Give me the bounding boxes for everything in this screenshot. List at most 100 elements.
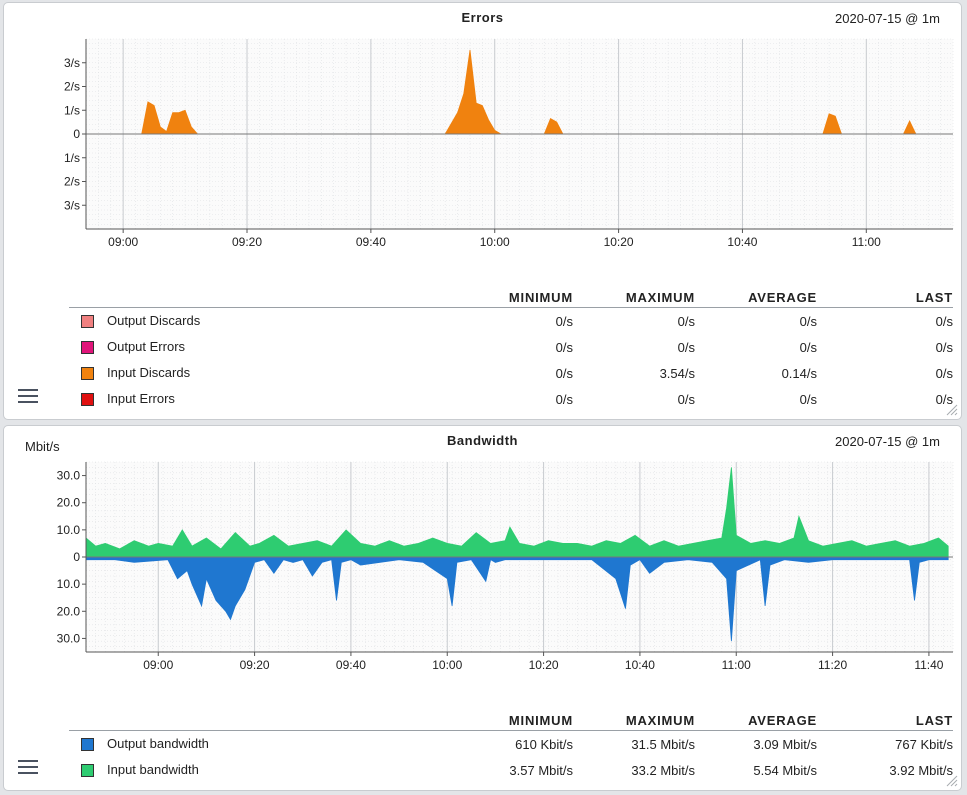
legend-max: 3.54/s <box>659 365 695 381</box>
legend-last: 3.92 Mbit/s <box>889 762 953 778</box>
resize-handle-icon[interactable] <box>946 404 958 416</box>
y-tick-label: 0 <box>73 127 80 141</box>
y-tick-label: 1/s <box>64 151 80 165</box>
y-tick-label: 20.0 <box>57 604 81 618</box>
x-tick-label: 09:00 <box>143 658 173 672</box>
legend-swatch <box>81 366 94 380</box>
bandwidth-date: 2020-07-15 @ 1m <box>835 434 940 449</box>
legend-min: 0/s <box>555 313 573 329</box>
legend-max: 0/s <box>677 313 695 329</box>
bandwidth-chart: 09:00 09:20 09:40 10:00 10:20 10:40 11:00 11:20… <box>57 461 954 672</box>
col-average: AVERAGE <box>695 287 817 308</box>
hamburger-menu-icon[interactable] <box>18 389 38 404</box>
legend-swatch <box>81 737 94 751</box>
resize-handle-icon[interactable] <box>946 775 958 787</box>
x-tick-label: 09:40 <box>356 235 386 249</box>
hamburger-menu-icon[interactable] <box>18 760 38 775</box>
legend-series-name: Input bandwidth <box>107 762 199 778</box>
col-maximum: MAXIMUM <box>573 710 695 731</box>
legend-min: 0/s <box>555 339 573 355</box>
legend-series-name: Output Errors <box>107 339 186 355</box>
errors-legend-header: MINIMUM MAXIMUM AVERAGE LAST <box>69 287 953 308</box>
x-tick-label: 10:00 <box>432 658 462 672</box>
legend-avg: 3.09 Mbit/s <box>753 736 817 752</box>
y-tick-label: 0 <box>73 550 80 564</box>
x-tick-label: 11:20 <box>818 658 847 672</box>
y-tick-label: 30.0 <box>57 469 81 483</box>
x-tick-label: 09:40 <box>336 658 366 672</box>
legend-swatch <box>81 340 94 354</box>
legend-last: 0/s <box>935 339 953 355</box>
legend-max: 0/s <box>677 391 695 407</box>
x-tick-label: 11:00 <box>722 658 751 672</box>
legend-row-output-errors[interactable]: Output Errors 0/s 0/s 0/s 0/s <box>69 334 953 360</box>
series-area-input-discards <box>141 49 917 135</box>
legend-row-input-errors[interactable]: Input Errors 0/s 0/s 0/s 0/s <box>69 386 953 412</box>
x-tick-label: 09:00 <box>108 235 138 249</box>
col-average: AVERAGE <box>695 710 817 731</box>
x-tick-label: 10:40 <box>727 235 757 249</box>
x-tick-label: 10:40 <box>625 658 655 672</box>
y-tick-label: 10.0 <box>57 577 81 591</box>
y-tick-label: 10.0 <box>57 523 81 537</box>
legend-series-name: Input Discards <box>107 365 191 381</box>
x-tick-label: 10:20 <box>529 658 559 672</box>
col-last: LAST <box>817 287 953 308</box>
bandwidth-legend: MINIMUM MAXIMUM AVERAGE LAST Output band… <box>69 710 953 783</box>
legend-row-input-bandwidth[interactable]: Input bandwidth 3.57 Mbit/s 33.2 Mbit/s … <box>69 757 953 783</box>
legend-min: 0/s <box>555 391 573 407</box>
minor-grid <box>85 38 954 230</box>
y-tick-label: 3/s <box>64 198 80 212</box>
errors-date: 2020-07-15 @ 1m <box>835 11 940 26</box>
series-area-input-bandwidth <box>85 467 949 558</box>
col-minimum: MINIMUM <box>457 287 573 308</box>
col-last: LAST <box>817 710 953 731</box>
legend-series-name: Input Errors <box>107 391 175 407</box>
errors-legend: MINIMUM MAXIMUM AVERAGE LAST Output Disc… <box>69 287 953 412</box>
legend-avg: 0.14/s <box>781 365 817 381</box>
legend-avg: 5.54 Mbit/s <box>753 762 817 778</box>
x-tick-label: 11:00 <box>852 235 881 249</box>
legend-row-output-discards[interactable]: Output Discards 0/s 0/s 0/s 0/s <box>69 308 953 335</box>
legend-series-name: Output Discards <box>107 313 201 329</box>
y-tick-label: 3/s <box>64 56 80 70</box>
series-area-output-bandwidth <box>85 556 949 642</box>
legend-last: 0/s <box>935 391 953 407</box>
legend-last: 0/s <box>935 313 953 329</box>
y-tick-label: 20.0 <box>57 496 81 510</box>
legend-swatch <box>81 763 94 777</box>
bandwidth-panel: Bandwidth 2020-07-15 @ 1m Mbit/s 09:00 09… <box>3 425 962 791</box>
bandwidth-title: Bandwidth <box>447 433 518 448</box>
legend-min: 610 Kbit/s <box>515 736 573 752</box>
legend-swatch <box>81 392 94 406</box>
legend-row-output-bandwidth[interactable]: Output bandwidth 610 Kbit/s 31.5 Mbit/s … <box>69 731 953 758</box>
bandwidth-unit-label: Mbit/s <box>25 439 60 454</box>
legend-min: 0/s <box>555 365 573 381</box>
y-tick-label: 2/s <box>64 80 80 94</box>
x-tick-label: 11:40 <box>914 658 943 672</box>
legend-avg: 0/s <box>799 339 817 355</box>
errors-chart: 09:00 09:20 09:40 10:00 10:20 10:40 11:00 3/s 2/… <box>64 38 954 249</box>
y-tick-label: 30.0 <box>57 631 81 645</box>
legend-last: 767 Kbit/s <box>895 736 953 752</box>
legend-avg: 0/s <box>799 313 817 329</box>
legend-last: 0/s <box>935 365 953 381</box>
col-maximum: MAXIMUM <box>573 287 695 308</box>
x-tick-label: 09:20 <box>240 658 270 672</box>
legend-max: 33.2 Mbit/s <box>631 762 695 778</box>
errors-panel: Errors 2020-07-15 @ 1m 09:00 09:20 09:40 10… <box>3 2 962 420</box>
y-tick-label: 1/s <box>64 103 80 117</box>
legend-swatch <box>81 314 94 328</box>
x-tick-label: 09:20 <box>232 235 262 249</box>
x-tick-label: 10:00 <box>480 235 510 249</box>
legend-avg: 0/s <box>799 391 817 407</box>
bandwidth-legend-header: MINIMUM MAXIMUM AVERAGE LAST <box>69 710 953 731</box>
x-tick-label: 10:20 <box>604 235 634 249</box>
col-minimum: MINIMUM <box>457 710 573 731</box>
legend-min: 3.57 Mbit/s <box>509 762 573 778</box>
y-tick-label: 2/s <box>64 175 80 189</box>
legend-row-input-discards[interactable]: Input Discards 0/s 3.54/s 0.14/s 0/s <box>69 360 953 386</box>
legend-max: 31.5 Mbit/s <box>631 736 695 752</box>
errors-title: Errors <box>461 10 504 25</box>
legend-series-name: Output bandwidth <box>107 736 209 752</box>
